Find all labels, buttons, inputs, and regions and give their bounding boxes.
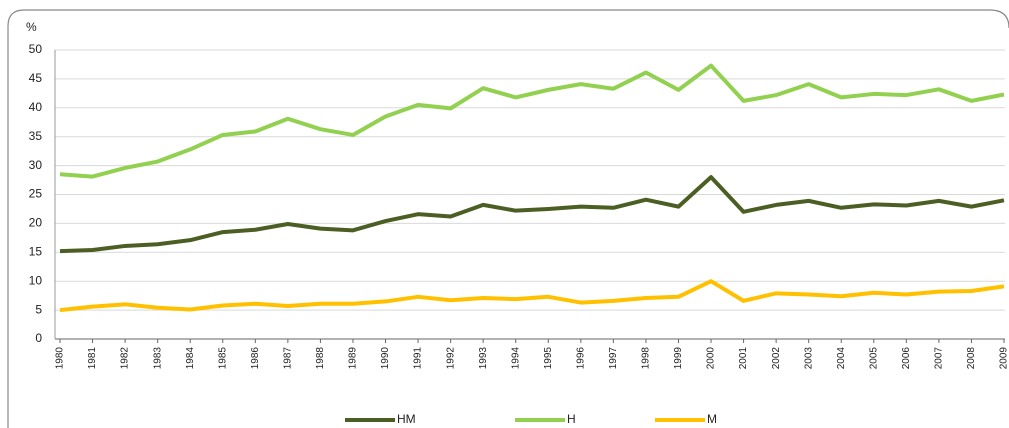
x-tick-label: 2006 <box>901 347 912 370</box>
y-tick-label: 10 <box>29 273 43 287</box>
y-tick-label: 35 <box>29 129 43 143</box>
series-line <box>59 63 1005 179</box>
y-axis-label: % <box>26 20 37 34</box>
y-tick-label: 45 <box>29 71 43 85</box>
x-tick-label: 1990 <box>380 347 391 370</box>
y-tick-label: 50 <box>29 42 43 56</box>
series-line <box>59 175 1005 254</box>
x-tick-label: 1997 <box>608 347 619 370</box>
x-tick-label: 2002 <box>771 347 782 370</box>
x-tick-label: 1995 <box>543 347 554 370</box>
x-tick-label: 1980 <box>55 347 66 370</box>
x-tick-label: 1994 <box>510 347 521 370</box>
y-tick-label: 40 <box>29 100 43 114</box>
x-tick-label: 1983 <box>152 347 163 370</box>
y-tick-label: 15 <box>29 244 43 258</box>
x-tick-label: 1982 <box>120 347 131 370</box>
legend-label: H <box>567 412 576 426</box>
x-tick-label: 1985 <box>217 347 228 370</box>
x-tick-label: 2001 <box>738 347 749 370</box>
x-tick-label: 1981 <box>87 347 98 370</box>
frame <box>7 9 1009 428</box>
y-tick-label: 20 <box>29 216 43 230</box>
x-tick-label: 2008 <box>966 347 977 370</box>
y-tick-label: 0 <box>35 331 42 345</box>
legend-label: HM <box>397 412 416 426</box>
x-tick-label: 1988 <box>315 347 326 370</box>
y-tick-label: 5 <box>35 302 42 316</box>
x-tick-label: 1996 <box>575 347 586 370</box>
x-tick-label: 1999 <box>673 347 684 370</box>
y-tick-label: 25 <box>29 187 43 201</box>
x-tick-label: 1992 <box>445 347 456 370</box>
x-tick-label: 2000 <box>706 347 717 370</box>
legend-label: M <box>707 412 717 426</box>
x-tick-label: 2005 <box>868 347 879 370</box>
x-tick-label: 2004 <box>836 347 847 370</box>
x-tick-label: 2003 <box>803 347 814 370</box>
x-tick-label: 1987 <box>283 347 294 370</box>
x-tick-label: 1993 <box>478 347 489 370</box>
y-tick-label: 30 <box>29 158 43 172</box>
x-tick-label: 1989 <box>348 347 359 370</box>
x-tick-label: 1991 <box>413 347 424 370</box>
x-tick-label: 1998 <box>641 347 652 370</box>
series-line <box>59 279 1005 313</box>
x-tick-label: 2007 <box>934 347 945 370</box>
x-tick-label: 1984 <box>185 347 196 370</box>
x-tick-label: 2009 <box>999 347 1009 370</box>
x-tick-label: 1986 <box>250 347 261 370</box>
